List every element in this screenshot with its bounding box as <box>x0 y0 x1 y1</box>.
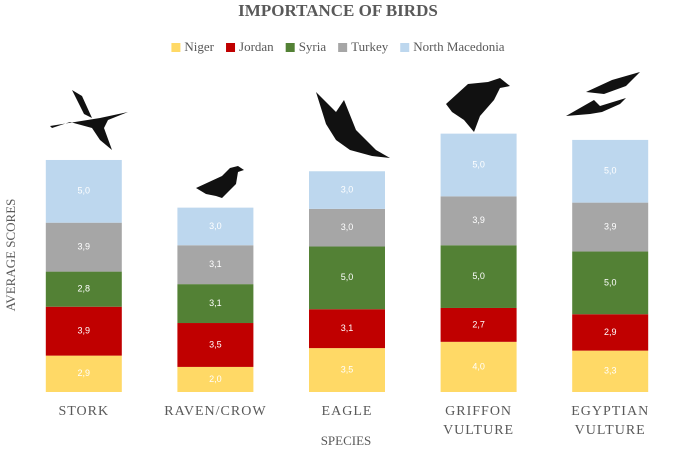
bar-segment <box>309 208 385 247</box>
bar-segment <box>177 207 254 246</box>
legend-swatch <box>338 43 348 52</box>
stork-icon <box>50 90 128 150</box>
value-label: 3,3 <box>604 366 617 376</box>
bar-segment <box>45 159 122 223</box>
value-label: 5,0 <box>341 272 354 282</box>
value-label: 3,9 <box>78 242 91 252</box>
raven-icon <box>196 166 244 198</box>
bird-icons <box>50 72 640 198</box>
value-label: 3,0 <box>209 221 222 231</box>
bar-segment <box>309 171 385 209</box>
value-label: 2,0 <box>209 374 222 384</box>
legend-label: Syria <box>299 39 327 54</box>
legend-label: Turkey <box>351 39 389 54</box>
x-tick-label: RAVEN/CROW <box>164 404 266 419</box>
legend-swatch <box>285 43 295 52</box>
value-label: 3,1 <box>341 323 354 333</box>
legend-swatch <box>226 43 236 52</box>
value-label: 5,0 <box>472 271 485 281</box>
x-axis-label: SPECIES <box>321 433 372 448</box>
bar-segment <box>440 341 517 392</box>
value-label: 2,9 <box>604 327 617 337</box>
griffon-icon <box>446 78 510 132</box>
bar-segment <box>572 251 649 315</box>
value-label: 5,0 <box>78 186 91 196</box>
value-label: 2,7 <box>472 319 485 329</box>
bar-segment <box>572 314 649 351</box>
value-label: 3,5 <box>209 339 222 349</box>
value-label: 3,1 <box>209 298 222 308</box>
value-label: 3,5 <box>341 364 354 374</box>
value-label: 5,0 <box>604 277 617 287</box>
value-label: 2,8 <box>78 284 91 294</box>
bar-segment <box>309 348 385 392</box>
value-label: 3,9 <box>604 221 617 231</box>
chart-title: IMPORTANCE OF BIRDS <box>238 1 438 20</box>
value-label: 3,0 <box>341 184 354 194</box>
y-axis-label: AVERAGE SCORES <box>3 199 18 312</box>
bar-segment <box>309 246 385 310</box>
bar-segment <box>572 202 649 252</box>
value-label: 5,0 <box>472 159 485 169</box>
bar-segment <box>45 271 122 307</box>
legend-label: North Macedonia <box>413 39 505 54</box>
value-label: 3,1 <box>209 259 222 269</box>
egyptian-vulture-icon <box>566 72 640 116</box>
bar-segment <box>440 307 517 342</box>
value-label: 5,0 <box>604 166 617 176</box>
legend-label: Jordan <box>239 39 274 54</box>
x-tick-label: GRIFFON VULTURE <box>443 404 514 438</box>
bar-segment <box>309 309 385 349</box>
bar-segment <box>45 306 122 356</box>
legend-label: Niger <box>184 39 214 54</box>
bar-segment <box>440 196 517 246</box>
bar-segment <box>440 245 517 308</box>
bar-segment <box>440 133 517 197</box>
bar-segment <box>572 350 649 392</box>
value-label: 3,9 <box>78 326 91 336</box>
bar-segment <box>45 355 122 392</box>
bar-segment <box>177 284 254 324</box>
bar-segment <box>45 222 122 272</box>
bar-segment <box>177 366 254 392</box>
x-tick-label: EGYPTIAN VULTURE <box>571 404 649 438</box>
bar-segment <box>177 245 254 285</box>
bar-segment <box>572 139 649 203</box>
value-label: 3,9 <box>472 215 485 225</box>
x-tick-label: EAGLE <box>322 404 373 419</box>
value-label: 4,0 <box>472 361 485 371</box>
x-tick-label: STORK <box>58 404 109 419</box>
value-label: 2,9 <box>78 368 91 378</box>
eagle-icon <box>316 92 390 158</box>
legend-swatch <box>400 43 410 52</box>
legend-swatch <box>171 43 181 52</box>
bar-segment <box>177 323 254 367</box>
legend: Niger Jordan Syria Turkey North Macedonia <box>171 39 505 54</box>
value-label: 3,0 <box>341 222 354 232</box>
